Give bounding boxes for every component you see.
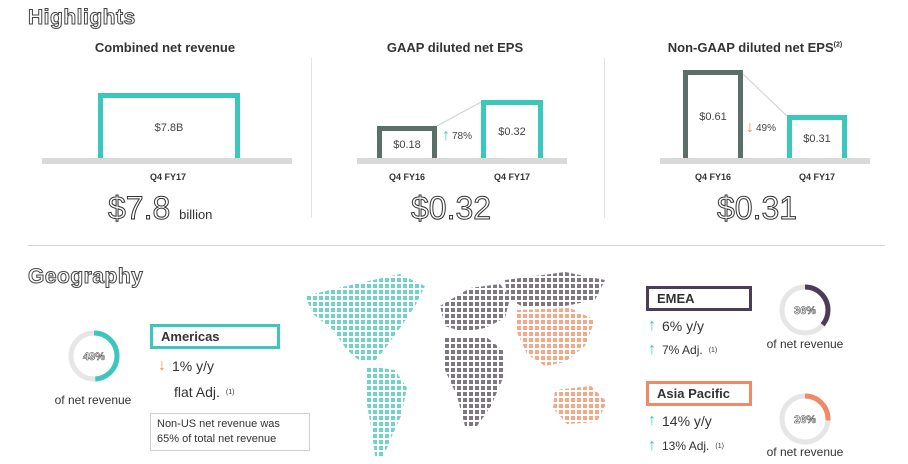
divider-2 <box>604 58 605 218</box>
apac-label-box: Asia Pacific <box>646 381 752 406</box>
nongaap-eps-prev-quarter: Q4 FY16 <box>694 172 732 182</box>
revenue-quarter-label: Q4 FY17 <box>149 172 187 182</box>
africa-shape <box>445 336 505 426</box>
americas-label: Americas <box>161 329 220 344</box>
europe-shape <box>440 284 510 332</box>
americas-donut: 49% <box>68 330 120 382</box>
gaap-eps-curr-quarter: Q4 FY17 <box>493 172 531 182</box>
nongaap-eps-title-sup: (2) <box>833 41 843 49</box>
emea-donut: 36% <box>779 284 831 336</box>
divider-1 <box>311 58 312 218</box>
arrow-down-icon: ↓ <box>746 119 754 136</box>
nongaap-eps-curr-bar: $0.31 <box>787 115 847 158</box>
arrow-up-icon: ↑ <box>648 437 656 454</box>
americas-growth-value: 1% y/y <box>172 358 215 374</box>
arrow-up-icon: ↑ <box>648 317 656 334</box>
world-map <box>305 272 607 458</box>
gaap-eps-title: GAAP diluted net EPS <box>386 40 524 55</box>
apac-adj-value: 13% Adj. <box>662 439 710 453</box>
geography-title: Geography <box>27 265 144 289</box>
gaap-eps-change: ↑ 78% <box>442 128 472 144</box>
emea-share-caption: of net revenue <box>766 337 844 351</box>
apac-growth: ↑ 14% y/y <box>648 412 712 430</box>
highlights-title: Highlights <box>28 6 136 30</box>
nongaap-eps-prev-label: $0.61 <box>699 110 727 123</box>
emea-share: 36% <box>794 305 816 317</box>
non-us-note: Non-US net revenue was 65% of total net … <box>150 413 310 451</box>
emea-adj-value: 7% Adj. <box>662 343 703 357</box>
revenue-baseline <box>42 158 292 164</box>
nongaap-eps-curr-quarter: Q4 FY17 <box>798 172 836 182</box>
apac-label: Asia Pacific <box>657 386 730 401</box>
emea-label-box: EMEA <box>646 286 752 311</box>
gaap-eps-curr-label: $0.32 <box>498 125 526 138</box>
apac-donut: 26% <box>779 393 831 445</box>
emea-adj: ↑ 7% Adj. (1) <box>648 342 717 358</box>
americas-adj: flat Adj. (1) <box>174 384 234 400</box>
apac-adj-sup: (1) <box>715 442 724 450</box>
nongaap-eps-big-value: $0.31 <box>716 190 798 227</box>
revenue-big-unit: billion <box>179 207 213 222</box>
nongaap-eps-change-value: 49% <box>756 122 777 134</box>
gaap-eps-big-value: $0.32 <box>410 190 492 227</box>
arrow-down-icon: ↓ <box>158 357 166 374</box>
americas-share: 49% <box>83 351 105 363</box>
gaap-eps-prev-quarter: Q4 FY16 <box>388 172 426 182</box>
apac-adj: ↑ 13% Adj. (1) <box>648 438 724 454</box>
emea-growth: ↑ 6% y/y <box>648 317 705 335</box>
apac-share: 26% <box>794 414 816 426</box>
americas-adj-value: flat Adj. <box>174 384 220 400</box>
nongaap-eps-connector <box>743 73 787 117</box>
emea-growth-value: 6% y/y <box>662 318 705 334</box>
south-america-shape <box>365 366 407 458</box>
nongaap-eps-curr-label: $0.31 <box>803 133 831 145</box>
emea-label: EMEA <box>657 291 695 306</box>
americas-adj-sup: (1) <box>225 388 235 396</box>
russia-shape <box>505 272 605 308</box>
nongaap-eps-prev-bar: $0.61 <box>683 70 743 158</box>
asia-shape <box>517 308 595 366</box>
gaap-eps-change-value: 78% <box>452 130 473 142</box>
apac-share-caption: of net revenue <box>766 445 844 459</box>
revenue-big-value: $7.8 billion <box>107 190 213 227</box>
arrow-up-icon: ↑ <box>648 341 656 358</box>
nongaap-eps-change: ↓ 49% <box>746 120 776 136</box>
gaap-eps-curr-bar: $0.32 <box>481 100 543 158</box>
nongaap-eps-baseline <box>660 158 870 164</box>
nongaap-eps-title: Non-GAAP diluted net EPS(2) <box>620 40 890 55</box>
australia-shape <box>553 386 607 424</box>
revenue-big-number: $7.8 <box>107 190 171 227</box>
americas-share-caption: of net revenue <box>54 393 132 407</box>
apac-growth-value: 14% y/y <box>662 413 712 429</box>
revenue-bar: $7.8B <box>98 93 240 158</box>
nongaap-eps-title-text: Non-GAAP diluted net EPS <box>667 40 834 55</box>
arrow-up-icon: ↑ <box>648 412 656 429</box>
gaap-eps-connector <box>437 101 481 127</box>
emea-adj-sup: (1) <box>708 346 718 354</box>
revenue-title: Combined net revenue <box>94 40 236 55</box>
arrow-up-icon: ↑ <box>442 127 450 144</box>
north-america-shape <box>305 274 425 362</box>
gaap-eps-baseline <box>357 158 567 164</box>
gaap-eps-prev-bar: $0.18 <box>377 126 437 158</box>
section-divider <box>28 245 885 246</box>
revenue-bar-label: $7.8B <box>154 122 184 134</box>
americas-growth: ↓ 1% y/y <box>158 357 215 375</box>
gaap-eps-prev-label: $0.18 <box>393 138 421 151</box>
americas-label-box: Americas <box>150 324 280 349</box>
